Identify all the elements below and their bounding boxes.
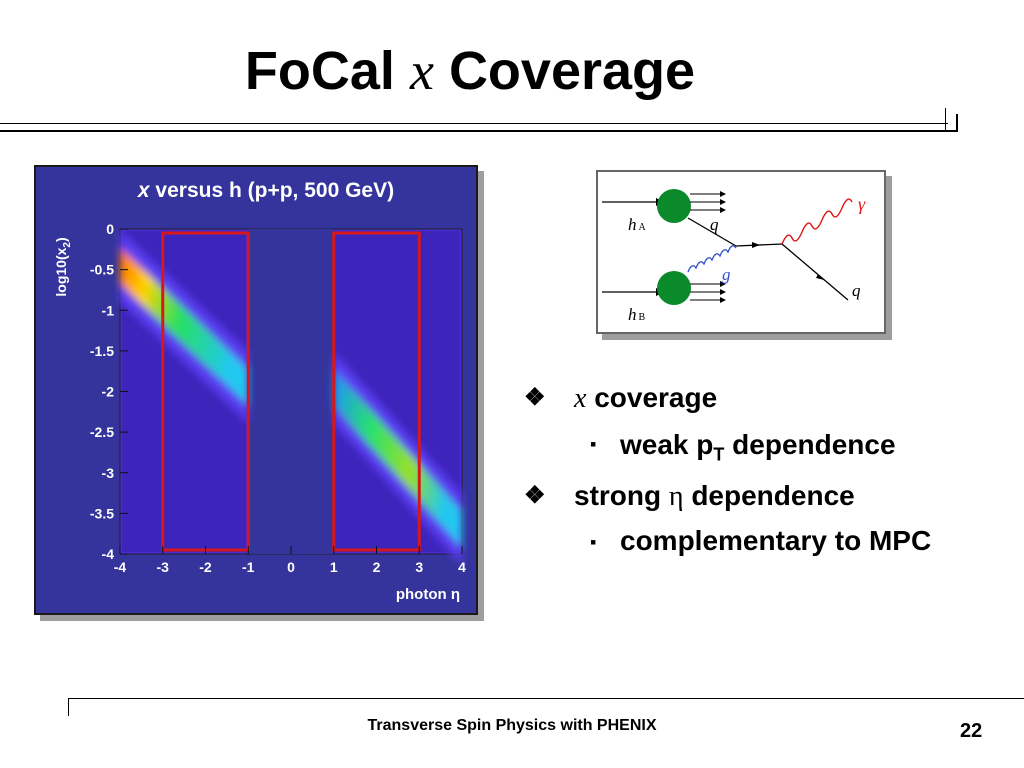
x-tick-label: 0 — [287, 559, 295, 575]
bullet-x-italic: x — [574, 383, 587, 414]
bullet-strong-text: strong — [574, 479, 662, 511]
bullet-strong-after: dependence — [691, 479, 855, 511]
plot-title-italic: x — [137, 179, 151, 202]
x-tick-label: 1 — [330, 559, 338, 575]
y-axis-label: log10(x2) — [53, 237, 73, 296]
y-tick-label: -3.5 — [90, 505, 114, 521]
label-q-out: q — [852, 281, 861, 300]
title-italic-x: x — [409, 41, 434, 101]
footer-rule — [68, 698, 1024, 699]
bullet-x-text: coverage — [594, 382, 718, 413]
coverage-plot-svg: x versus h (p+p, 500 GeV) -4 -3 -2 -1 0 1 2 3 4 … — [53, 179, 466, 603]
bullet-complementary: ▪ complementary to MPC — [590, 523, 940, 559]
bullet-strong-eta-symbol: η — [668, 480, 684, 512]
quark-in-line — [687, 217, 737, 247]
footer-text: Transverse Spin Physics with PHENIX — [367, 717, 657, 734]
x-ticks: -4 -3 -2 -1 0 1 2 3 4 — [114, 546, 466, 575]
x-tick-label: 4 — [458, 559, 466, 575]
bullet-diamond-icon-2: ❖ — [524, 481, 546, 509]
x-tick-label: -1 — [242, 559, 255, 575]
x-tick-label: -4 — [114, 559, 127, 575]
page-number: 22 — [960, 720, 983, 742]
density-band-1 — [120, 247, 249, 406]
slide-title: FoCal x Coverage — [0, 44, 940, 98]
bullet-weak-after: dependence — [732, 429, 896, 460]
bullet-square-icon: ▪ — [590, 434, 597, 454]
y-tick-label: -4 — [102, 546, 115, 562]
y-tick-label: -0.5 — [90, 262, 114, 278]
bullet-strong-eta: ❖ strong η dependence — [524, 479, 988, 512]
title-part2: Coverage — [448, 41, 696, 101]
plot-title-rest: versus h (p+p, 500 GeV) — [155, 179, 394, 202]
y-tick-label: -1 — [102, 302, 115, 318]
title-rule-bottom — [0, 130, 958, 132]
coverage-gap — [248, 229, 333, 554]
gluon-line — [687, 245, 737, 273]
x-axis-label: photon η — [396, 586, 460, 603]
x-tick-label: 3 — [415, 559, 423, 575]
x-tick-label: -3 — [157, 559, 170, 575]
title-rule-top — [0, 123, 948, 124]
x-tick-label: 2 — [373, 559, 381, 575]
bullet-list: ❖ x coverage ▪ weak pT dependence ❖ stro… — [518, 384, 988, 559]
title-rule-tick-2 — [956, 114, 958, 131]
y-tick-label: -2 — [102, 384, 115, 400]
title-rule-tick — [945, 108, 946, 131]
bullet-weak-pt: ▪ weak pT dependence — [590, 429, 988, 465]
bullet-weak-sub: T — [713, 444, 725, 465]
label-gamma: γ — [858, 194, 866, 214]
bullet-diamond-icon: ❖ — [524, 384, 546, 411]
y-tick-label: -2.5 — [90, 424, 114, 440]
density-band-2 — [333, 369, 462, 548]
hadron-b-blob — [657, 271, 691, 305]
x-tick-label: -2 — [199, 559, 212, 575]
plot-title: x versus h (p+p, 500 GeV) — [137, 179, 394, 202]
bullet-x-coverage: ❖ x coverage — [524, 382, 988, 414]
bullet-complementary-text: complementary to MPC — [620, 524, 932, 556]
y-ticks: 0 -0.5 -1 -1.5 -2 -2.5 -3 -3.5 -4 — [90, 221, 128, 562]
hadron-a-blob — [657, 189, 691, 223]
density-bands — [120, 229, 462, 566]
title-part1: FoCal — [244, 41, 395, 101]
bullet-square-icon-2: ▪ — [590, 531, 597, 552]
label-q-top: q — [710, 215, 719, 234]
y-tick-label: -3 — [102, 465, 115, 481]
photon-line — [781, 198, 853, 245]
label-g: g — [722, 265, 731, 284]
bullet-weak-text: weak p — [620, 429, 714, 460]
y-tick-label: -1.5 — [90, 343, 114, 359]
footer-rule-tick — [68, 698, 69, 716]
coverage-plot: x versus h (p+p, 500 GeV) -4 -3 -2 -1 0 1 2 3 4 … — [34, 165, 478, 615]
y-tick-label: 0 — [106, 221, 114, 237]
quark-out-line — [781, 243, 849, 301]
